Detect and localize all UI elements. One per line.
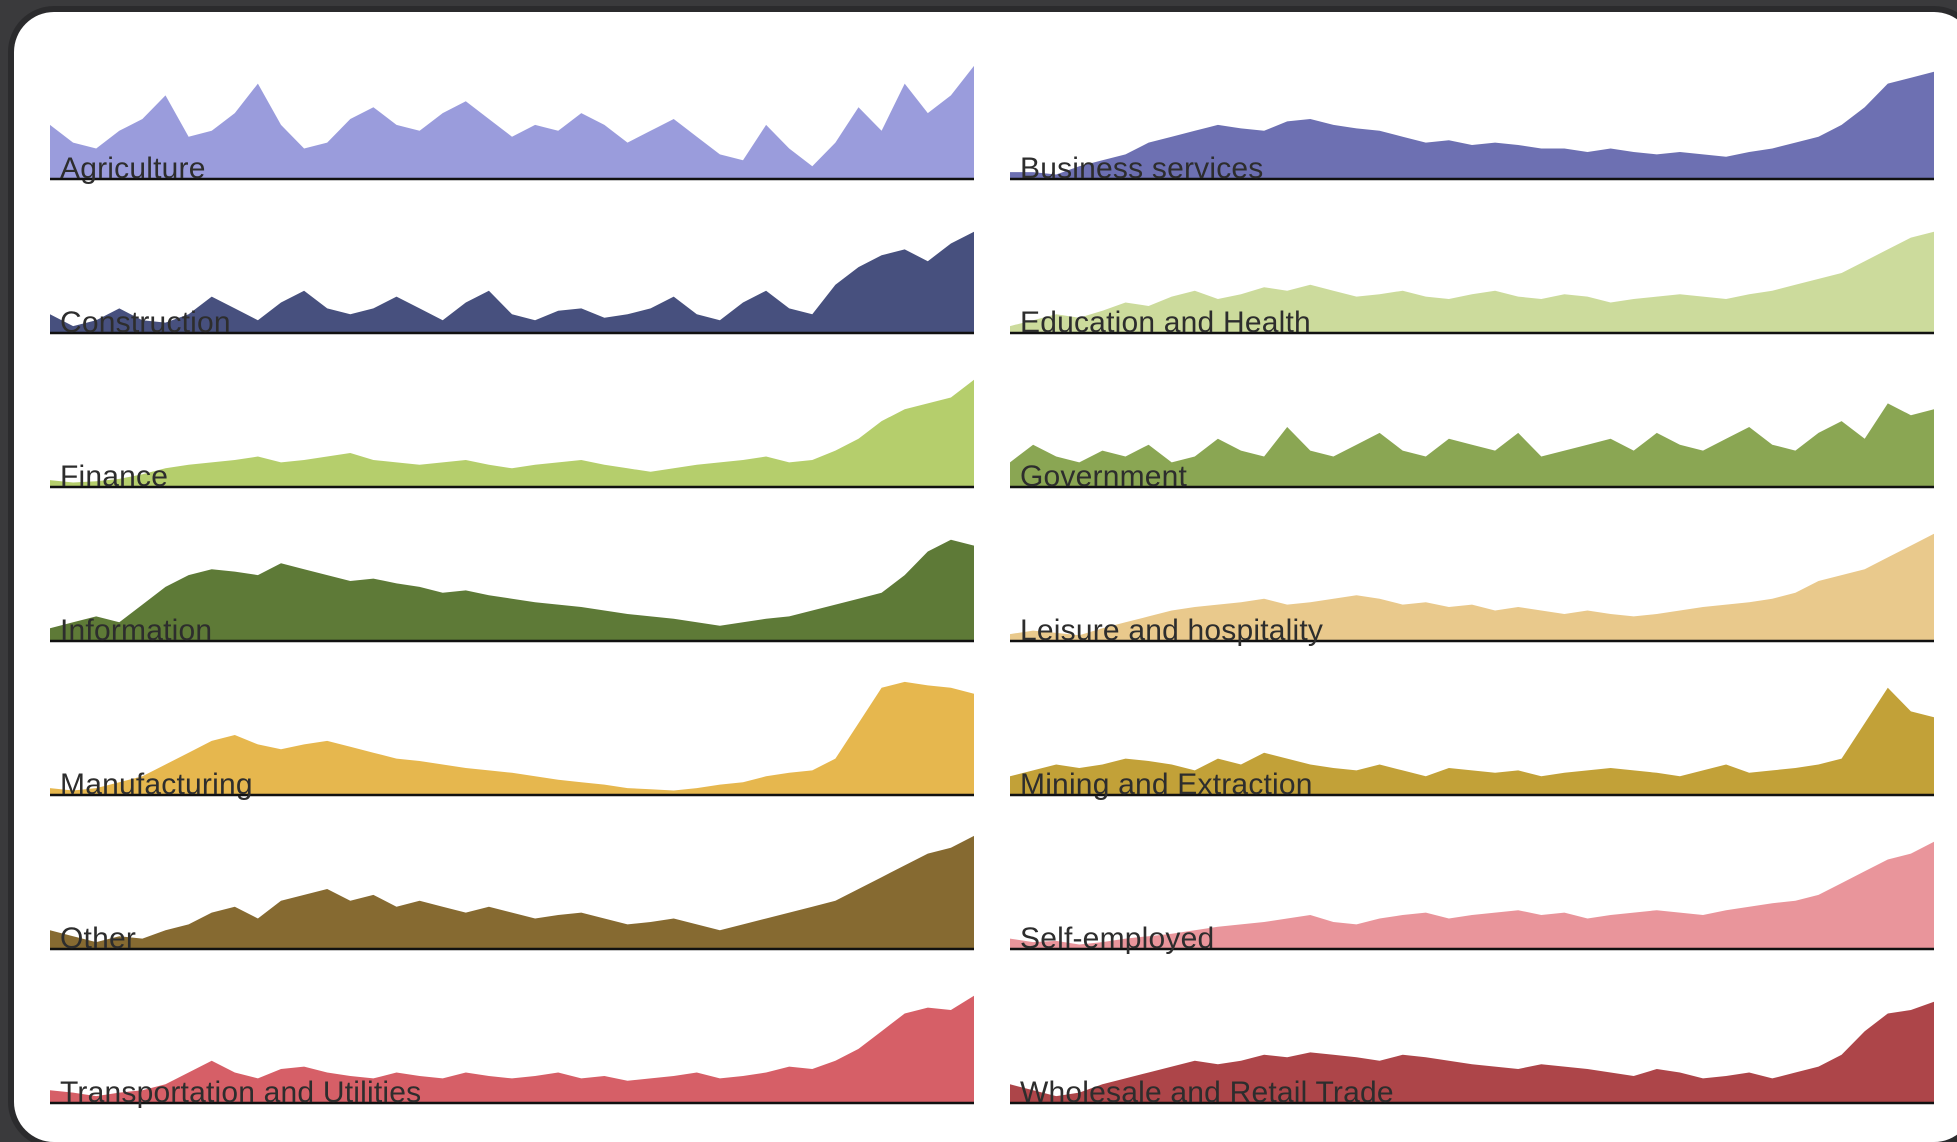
panel-label: Transportation and Utilities [60, 1076, 422, 1109]
area-chart [50, 995, 974, 1105]
area-series [1010, 231, 1934, 332]
area-chart [1010, 1001, 1934, 1105]
panel-information: Information [50, 514, 974, 664]
area-series [1010, 687, 1934, 794]
panel-label: Leisure and hospitality [1020, 614, 1324, 647]
area-series [1010, 1001, 1934, 1102]
panel-label: Construction [60, 306, 231, 339]
area-chart [50, 539, 974, 643]
area-series [50, 539, 974, 640]
panel-label: Information [60, 614, 213, 647]
chart-card: Agriculture Business services Construction… [14, 12, 1957, 1142]
panel-label: Finance [60, 460, 169, 493]
panel-transportation-and-utilities: Transportation and Utilities [50, 976, 974, 1126]
panel-wholesale-and-retail-trade: Wholesale and Retail Trade [1010, 976, 1934, 1126]
area-chart [50, 835, 974, 951]
area-chart [1010, 533, 1934, 643]
area-chart [1010, 231, 1934, 335]
area-series [50, 681, 974, 794]
area-series [50, 231, 974, 332]
area-chart [1010, 403, 1934, 489]
panel-label: Agriculture [60, 152, 206, 185]
panel-government: Government [1010, 360, 1934, 510]
panel-construction: Construction [50, 206, 974, 356]
area-chart [50, 379, 974, 489]
area-chart [50, 65, 974, 181]
area-chart [50, 231, 974, 335]
area-series [1010, 403, 1934, 486]
panel-label: Manufacturing [60, 768, 253, 801]
panel-label: Self-employed [1020, 922, 1215, 955]
panel-manufacturing: Manufacturing [50, 668, 974, 818]
panel-business-services: Business services [1010, 52, 1934, 202]
area-series [50, 995, 974, 1102]
area-series [1010, 71, 1934, 178]
panel-label: Education and Health [1020, 306, 1311, 339]
panel-label: Other [60, 922, 137, 955]
panel-label: Mining and Extraction [1020, 768, 1313, 801]
area-chart [1010, 71, 1934, 181]
area-series [50, 65, 974, 178]
panel-finance: Finance [50, 360, 974, 510]
area-chart [50, 681, 974, 797]
panel-label: Government [1020, 460, 1188, 493]
panel-other: Other [50, 822, 974, 972]
panel-leisure-and-hospitality: Leisure and hospitality [1010, 514, 1934, 664]
area-series [1010, 533, 1934, 640]
panel-label: Wholesale and Retail Trade [1020, 1076, 1394, 1109]
panel-agriculture: Agriculture [50, 52, 974, 202]
area-series [1010, 841, 1934, 948]
area-chart [1010, 687, 1934, 797]
panel-self-employed: Self-employed [1010, 822, 1934, 972]
area-series [50, 835, 974, 948]
panel-label: Business services [1020, 152, 1264, 185]
panel-education-and-health: Education and Health [1010, 206, 1934, 356]
area-chart [1010, 841, 1934, 951]
panel-mining-and-extraction: Mining and Extraction [1010, 668, 1934, 818]
area-series [50, 379, 974, 486]
